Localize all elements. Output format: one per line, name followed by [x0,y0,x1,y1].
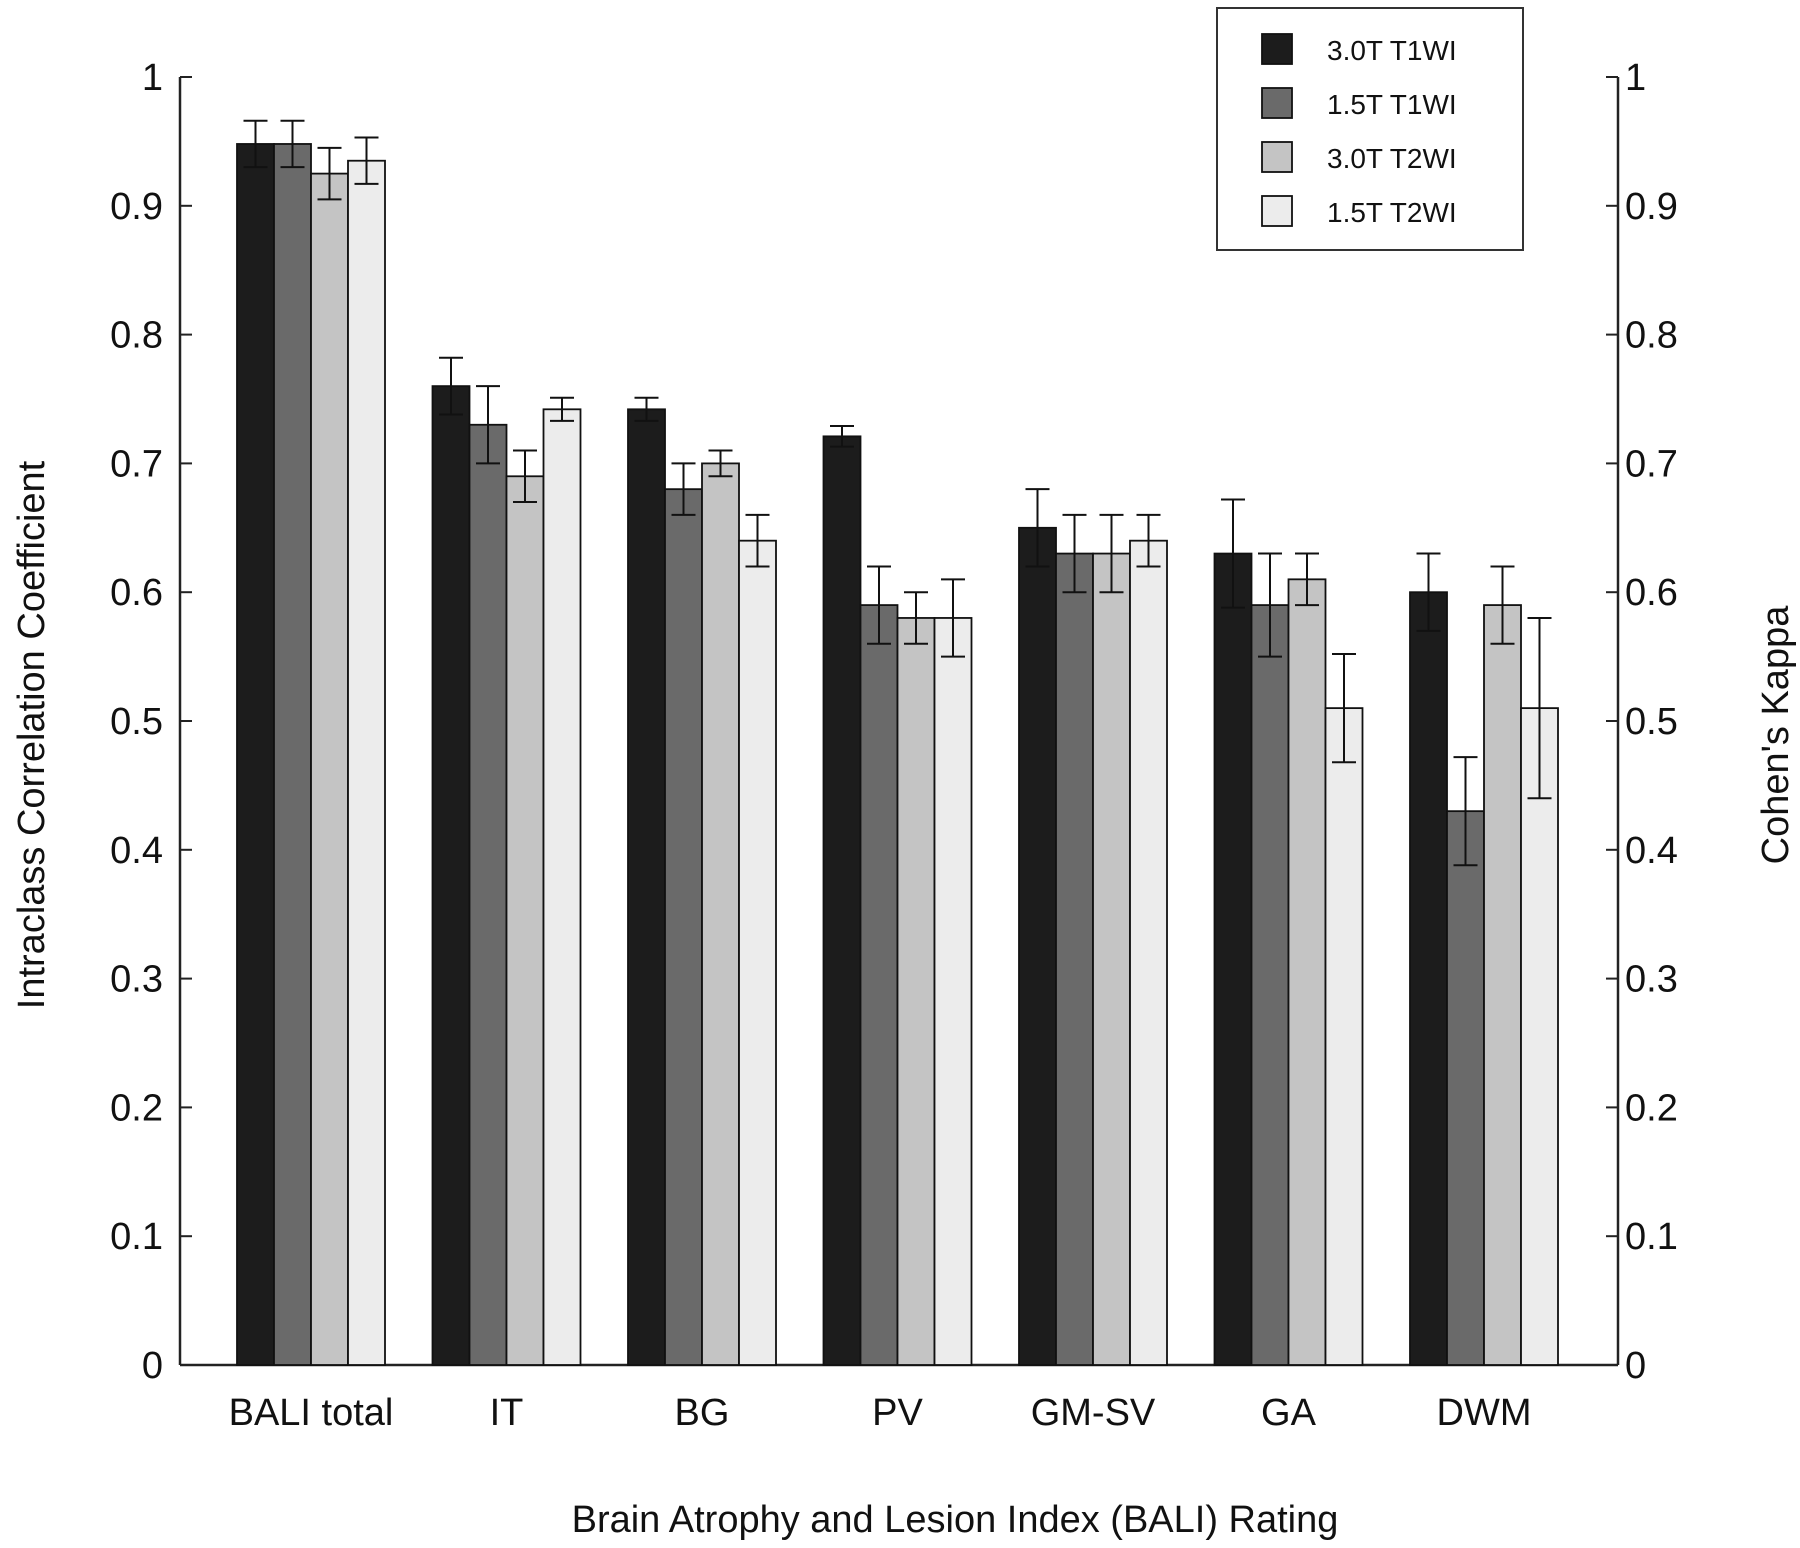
y-tick-label-right: 0.2 [1625,1087,1678,1129]
x-category-label: PV [872,1392,923,1434]
x-category-label: BALI total [229,1392,394,1434]
legend-swatch [1261,87,1293,119]
bar-pv-series-1 [822,435,862,1366]
bar-bg-series-4 [738,539,777,1366]
bar-it-series-2 [468,423,508,1366]
bar-bali-total-series-2 [273,143,312,1366]
y-tick-label-right: 1 [1625,57,1646,99]
bar-pv-series-2 [859,604,899,1366]
x-category-label: BG [675,1392,730,1434]
y-tick-label-left: 0.4 [110,830,163,872]
y-tick-label-left: 0.2 [110,1087,163,1129]
y-tick-label-left: 0.3 [110,959,163,1001]
category-labels: BALI total IT BG PV GM-SV GA DWM [229,1392,1532,1434]
bar-bali-total-series-4 [347,159,386,1366]
bar-dwm-series-4 [1520,707,1559,1366]
y-tick-label-left: 1 [142,57,163,99]
bars [236,143,1559,1366]
tick-labels: 0 0 0.1 0.1 0.2 0.2 0.3 0.3 0.4 0.4 0.5 0.5 0.6 0.6 0.… [110,57,1678,1387]
bar-bg-series-3 [701,462,740,1366]
y-tick-label-right: 0.3 [1625,959,1678,1001]
y-tick-label-right: 0.8 [1625,315,1678,357]
bar-dwm-series-2 [1446,810,1485,1366]
error-bars [243,119,1552,867]
y-tick-label-left: 0.5 [110,701,163,743]
bar-gm-sv-series-4 [1129,539,1168,1366]
bar-it-series-1 [431,385,471,1366]
legend-swatch [1261,195,1293,227]
bar-bali-total-series-3 [310,172,349,1366]
y-tick-label-right: 0.9 [1625,186,1678,228]
x-category-label: DWM [1437,1392,1532,1434]
legend-label: 3.0T T2WI [1327,143,1457,174]
y-tick-label-right: 0.6 [1625,572,1678,614]
y-tick-label-right: 0.1 [1625,1216,1678,1258]
y-tick-label-left: 0 [142,1345,163,1387]
y-tick-label-right: 0.4 [1625,830,1678,872]
legend-swatch [1261,141,1293,173]
bar-gm-sv-series-1 [1018,526,1057,1366]
legend-label: 3.0T T1WI [1327,35,1457,66]
y-tick-label-right: 0.5 [1625,701,1678,743]
x-category-label: IT [490,1392,524,1434]
legend: 3.0T T1WI 1.5T T1WI 3.0T T2WI 1.5T T2WI [1216,7,1524,251]
bar-it-series-4 [542,408,582,1366]
x-category-label: GM-SV [1031,1392,1156,1434]
bar-it-series-3 [505,475,545,1366]
y-tick-label-right: 0.7 [1625,443,1678,485]
bar-bg-series-1 [627,408,666,1366]
y-tick-label-left: 0.9 [110,186,163,228]
bar-ga-series-2 [1250,604,1290,1366]
legend-label: 1.5T T2WI [1327,197,1457,228]
y-tick-label-left: 0.6 [110,572,163,614]
bar-ga-series-1 [1213,552,1253,1366]
bar-gm-sv-series-2 [1055,552,1094,1366]
bar-bali-total-series-1 [236,143,275,1366]
y-axis-title-left: Intraclass Correlation Coefficient [11,460,53,1009]
y-tick-label-left: 0.1 [110,1216,163,1258]
y-tick-label-right: 0 [1625,1345,1646,1387]
y-axis-title-right: Cohen's Kappa [1755,605,1797,865]
legend-swatch [1261,33,1293,65]
bar-gm-sv-series-3 [1092,552,1131,1366]
bar-pv-series-4 [933,617,973,1366]
bar-dwm-series-1 [1409,591,1448,1366]
legend-label: 1.5T T1WI [1327,89,1457,120]
bar-ga-series-3 [1287,578,1327,1366]
bar-bg-series-2 [664,488,703,1366]
y-tick-label-left: 0.8 [110,315,163,357]
bar-ga-series-4 [1324,707,1364,1366]
x-category-label: GA [1261,1392,1317,1434]
bar-pv-series-3 [896,617,936,1366]
x-axis-title: Brain Atrophy and Lesion Index (BALI) Ra… [572,1499,1339,1541]
bar-dwm-series-3 [1483,604,1522,1366]
y-tick-label-left: 0.7 [110,443,163,485]
